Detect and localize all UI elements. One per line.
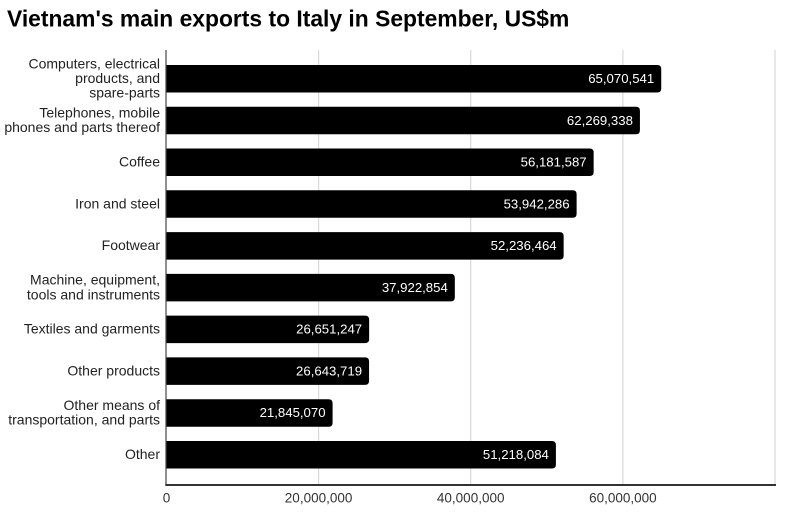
svg-text:Vietnam's main exports to Ital: Vietnam's main exports to Italy in Septe… xyxy=(7,6,569,32)
svg-text:60,000,000: 60,000,000 xyxy=(589,490,657,505)
svg-text:51,218,084: 51,218,084 xyxy=(483,447,549,462)
svg-text:Other: Other xyxy=(125,446,160,462)
svg-text:Other means of: Other means of xyxy=(64,397,161,413)
svg-text:62,269,338: 62,269,338 xyxy=(567,113,633,128)
svg-text:transportation, and parts: transportation, and parts xyxy=(8,412,160,428)
svg-text:Computers, electrical: Computers, electrical xyxy=(29,55,161,71)
svg-text:40,000,000: 40,000,000 xyxy=(437,490,505,505)
svg-text:26,651,247: 26,651,247 xyxy=(296,322,362,337)
svg-text:Coffee: Coffee xyxy=(119,154,160,170)
svg-text:tools and instruments: tools and instruments xyxy=(27,286,160,302)
svg-text:Textiles and garments: Textiles and garments xyxy=(24,321,160,337)
svg-text:spare-parts: spare-parts xyxy=(89,85,160,101)
svg-text:Iron and steel: Iron and steel xyxy=(75,195,160,211)
svg-text:phones and parts thereof: phones and parts thereof xyxy=(4,119,160,135)
svg-text:0: 0 xyxy=(163,490,171,505)
svg-text:Telephones, mobile: Telephones, mobile xyxy=(39,104,160,120)
svg-text:56,181,587: 56,181,587 xyxy=(521,155,587,170)
svg-text:20,000,000: 20,000,000 xyxy=(285,490,353,505)
svg-text:52,236,464: 52,236,464 xyxy=(491,238,557,253)
svg-text:Other products: Other products xyxy=(67,362,160,378)
svg-text:53,942,286: 53,942,286 xyxy=(504,196,570,211)
svg-text:65,070,541: 65,070,541 xyxy=(588,71,654,86)
svg-text:Footwear: Footwear xyxy=(102,237,161,253)
svg-text:Machine, equipment,: Machine, equipment, xyxy=(30,272,160,288)
svg-text:21,845,070: 21,845,070 xyxy=(260,405,326,420)
svg-text:37,922,854: 37,922,854 xyxy=(382,280,448,295)
svg-text:26,643,719: 26,643,719 xyxy=(296,363,362,378)
svg-text:products, and: products, and xyxy=(75,70,160,86)
